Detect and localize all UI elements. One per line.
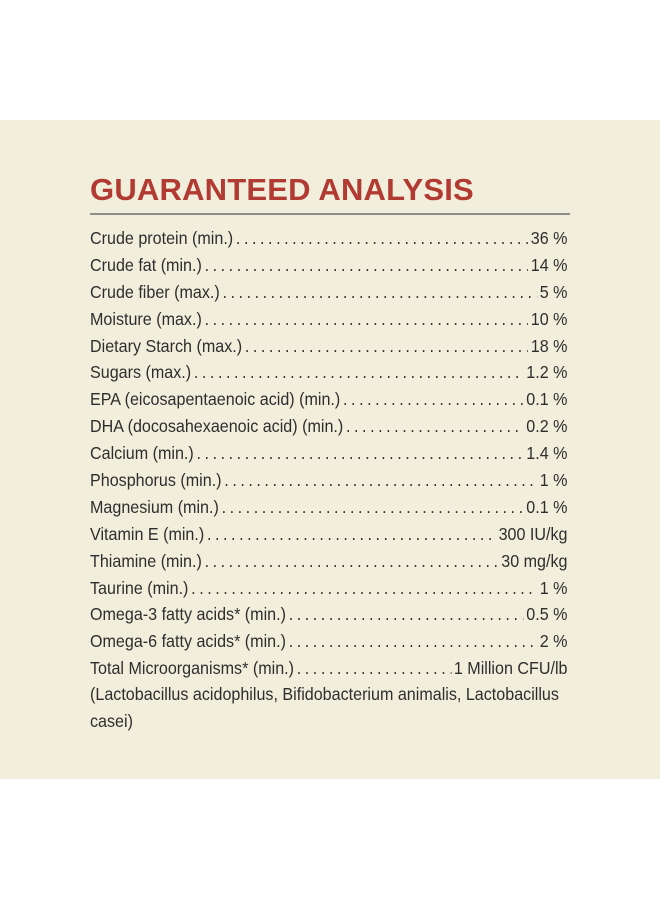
- nutrient-label: DHA (docosahexaenoic acid) (min.): [90, 416, 344, 437]
- nutrient-value: 0.2 %: [526, 416, 568, 437]
- nutrient-label: Calcium (min.): [90, 443, 194, 464]
- analysis-row: Vitamin E (min.) 300 IU/kg: [90, 521, 567, 548]
- nutrient-label: Taurine (min.): [90, 577, 189, 598]
- leader-dots: [245, 333, 528, 360]
- nutrient-label: Total Microorganisms* (min.): [90, 658, 294, 679]
- analysis-row: DHA (docosahexaenoic acid) (min.) 0.2 %: [90, 413, 567, 440]
- analysis-row: Calcium (min.) 1.4 %: [90, 440, 567, 467]
- leader-dots: [343, 386, 524, 413]
- leader-dots: [224, 467, 537, 494]
- nutrient-label: Vitamin E (min.): [90, 523, 205, 544]
- analysis-row: Dietary Starch (max.) 18 %: [90, 333, 567, 360]
- nutrient-value: 36 %: [530, 228, 568, 248]
- section-title: GUARANTEED ANALYSIS: [90, 172, 474, 207]
- nutrient-label: Dietary Starch (max.): [90, 335, 243, 356]
- leader-dots: [222, 279, 536, 306]
- analysis-list: Crude protein (min.) 36 % Crude fat (min.…: [90, 225, 568, 682]
- analysis-row: Crude fat (min.) 14 %: [90, 252, 567, 279]
- analysis-row: Omega-3 fatty acids* (min.) 0.5 %: [90, 601, 567, 628]
- leader-dots: [207, 521, 496, 548]
- nutrient-value: 1.2 %: [526, 362, 568, 383]
- analysis-row: Crude protein (min.) 36 %: [90, 225, 567, 252]
- analysis-row: Crude fiber (max.) 5 %: [90, 279, 567, 306]
- leader-dots: [205, 548, 499, 575]
- nutrient-value: 1 %: [539, 577, 568, 598]
- nutrient-label: Crude fiber (max.): [90, 281, 220, 302]
- nutrient-label: Crude protein (min.): [90, 228, 234, 248]
- nutrient-value: 1.4 %: [526, 443, 568, 464]
- nutrient-value: 300 IU/kg: [498, 523, 568, 544]
- analysis-row: Total Microorganisms* (min.) 1 Million CF…: [90, 655, 567, 682]
- nutrient-value: 0.5 %: [526, 604, 568, 625]
- nutrient-label: EPA (eicosapentaenoic acid) (min.): [90, 389, 341, 410]
- nutrient-label: Sugars (max.): [90, 362, 192, 383]
- leader-dots: [346, 413, 524, 440]
- analysis-row: EPA (eicosapentaenoic acid) (min.) 0.1 %: [90, 386, 567, 413]
- analysis-row: Omega-6 fatty acids* (min.) 2 %: [90, 628, 567, 655]
- leader-dots: [289, 628, 537, 655]
- nutrient-label: Moisture (max.): [90, 308, 202, 329]
- analysis-row: Moisture (max.) 10 %: [90, 306, 567, 333]
- nutrient-value: 30 mg/kg: [501, 550, 568, 571]
- nutrient-value: 18 %: [530, 335, 568, 356]
- nutrient-value: 0.1 %: [526, 389, 568, 410]
- analysis-row: Thiamine (min.) 30 mg/kg: [90, 548, 567, 575]
- nutrient-label: Omega-6 fatty acids* (min.): [90, 631, 286, 652]
- nutrient-value: 14 %: [530, 254, 568, 275]
- nutrient-value: 1 Million CFU/lb: [453, 658, 568, 679]
- nutrient-value: 10 %: [530, 308, 568, 329]
- leader-dots: [222, 494, 524, 521]
- leader-dots: [297, 655, 451, 682]
- leader-dots: [205, 252, 528, 279]
- analysis-row: Sugars (max.) 1.2 %: [90, 359, 567, 386]
- analysis-row: Taurine (min.) 1 %: [90, 575, 567, 602]
- leader-dots: [205, 306, 528, 333]
- nutrient-label: Omega-3 fatty acids* (min.): [90, 604, 286, 625]
- analysis-row: Magnesium (min.) 0.1 %: [90, 494, 567, 521]
- nutrient-label: Magnesium (min.): [90, 496, 219, 517]
- leader-dots: [289, 601, 524, 628]
- nutrient-label: Crude fat (min.): [90, 254, 202, 275]
- nutrient-value: 1 %: [539, 470, 568, 491]
- nutrient-value: 5 %: [539, 281, 568, 302]
- leader-dots: [191, 575, 537, 602]
- leader-dots: [197, 440, 524, 467]
- nutrient-value: 0.1 %: [526, 496, 568, 517]
- microorganism-strains-note: (Lactobacillus acidophilus, Bifidobacter…: [90, 684, 559, 731]
- leader-dots: [194, 359, 524, 386]
- title-divider: [90, 213, 570, 215]
- nutrient-label: Thiamine (min.): [90, 550, 202, 571]
- analysis-row: Phosphorus (min.) 1 %: [90, 467, 567, 494]
- leader-dots: [236, 225, 528, 252]
- nutrient-value: 2 %: [539, 631, 568, 652]
- nutrient-label: Phosphorus (min.): [90, 470, 222, 491]
